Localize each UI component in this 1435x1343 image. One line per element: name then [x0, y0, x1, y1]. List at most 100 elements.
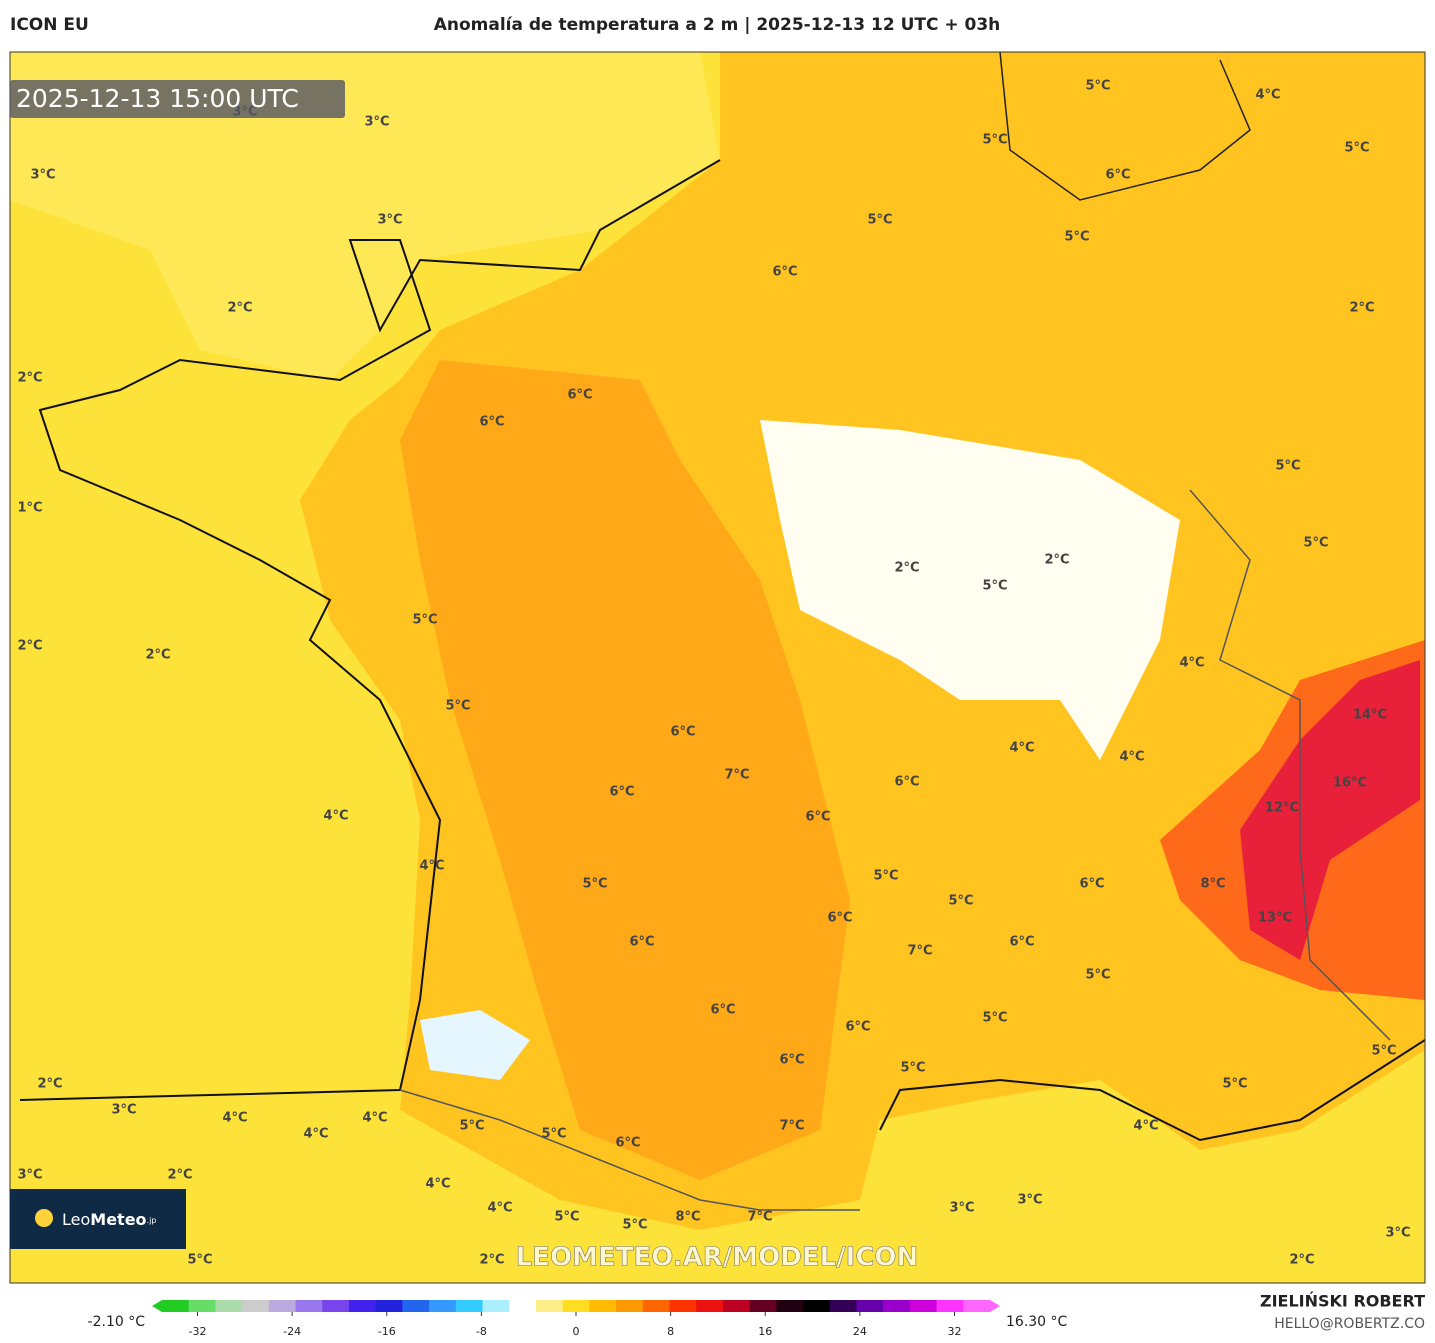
cold-spot: [420, 1010, 530, 1080]
colorbar-tick-label: 16: [758, 1325, 772, 1338]
temperature-label: 7°C: [747, 1210, 772, 1225]
temperature-label: 6°C: [615, 1136, 640, 1151]
colorbar-swatch: [562, 1300, 590, 1312]
temperature-label: 5°C: [541, 1127, 566, 1142]
temperature-label: 3°C: [364, 115, 389, 130]
temperature-label: 5°C: [582, 877, 607, 892]
temperature-label: 2°C: [894, 561, 919, 576]
colorbar-swatch: [482, 1300, 510, 1312]
border: [399, 1089, 860, 1211]
temperature-label: 6°C: [1009, 935, 1034, 950]
colorbar-tick-label: 24: [853, 1325, 867, 1338]
temperature-label: 2°C: [1044, 553, 1069, 568]
temperature-label: 6°C: [609, 785, 634, 800]
colorbar-tick-label: -32: [189, 1325, 207, 1338]
email: HELLO@ROBERTZ.CO: [1274, 1316, 1425, 1332]
model-name: ICON EU: [10, 15, 89, 35]
colorbar-swatch: [162, 1300, 190, 1312]
temperature-label: 6°C: [629, 935, 654, 950]
temperature-label: 5°C: [554, 1210, 579, 1225]
colorbar-swatch: [696, 1300, 724, 1312]
border: [1189, 489, 1391, 1041]
temperature-label: 4°C: [1255, 88, 1280, 103]
temperature-label: 5°C: [900, 1061, 925, 1076]
colorbar-swatch: [669, 1300, 697, 1312]
colorbar-swatch: [936, 1300, 964, 1312]
temperature-label: 2°C: [227, 301, 252, 316]
logo-text: LeoMeteo.jp: [62, 1210, 156, 1229]
temperature-label: 5°C: [1344, 141, 1369, 156]
colorbar-swatch: [909, 1300, 938, 1312]
temperature-label: 5°C: [982, 1011, 1007, 1026]
temperature-label: 4°C: [1133, 1119, 1158, 1134]
colorbar-tick-label: 0: [573, 1325, 580, 1338]
colorbar-swatch: [722, 1300, 751, 1312]
temperature-label: 6°C: [710, 1003, 735, 1018]
temperature-label: 7°C: [907, 944, 932, 959]
temperature-label: 7°C: [779, 1119, 804, 1134]
temperature-label: 13°C: [1258, 911, 1292, 926]
colorbar-swatch: [642, 1300, 670, 1312]
temperature-label: 5°C: [1303, 536, 1328, 551]
colorbar-tick-label: -24: [283, 1325, 301, 1338]
colorbar-swatch: [375, 1300, 403, 1312]
coastline: [19, 159, 721, 1101]
temperature-label: 6°C: [772, 265, 797, 280]
temperature-label: 4°C: [362, 1111, 387, 1126]
colorbar-swatch: [322, 1300, 350, 1312]
colorbar-arrow: [990, 1300, 1000, 1312]
colorbar-swatch: [429, 1300, 457, 1312]
temperature-label: 1°C: [17, 501, 42, 516]
temperature-label: 6°C: [670, 725, 695, 740]
logo-sun: [35, 1209, 53, 1227]
temperature-label: 2°C: [167, 1168, 192, 1183]
colorbar-arrow: [152, 1300, 162, 1312]
border: [999, 52, 1251, 201]
temperature-label: 6°C: [567, 388, 592, 403]
colorbar-swatch: [803, 1300, 831, 1312]
colorbar-swatch: [242, 1300, 270, 1312]
temperature-label: 6°C: [479, 415, 504, 430]
timestamp-box: [10, 80, 345, 118]
temperature-label: 6°C: [827, 911, 852, 926]
temperature-label: 4°C: [222, 1111, 247, 1126]
colorbar-swatch: [535, 1300, 564, 1312]
temperature-label: 3°C: [111, 1103, 136, 1118]
colorbar-swatch: [348, 1300, 377, 1312]
temperature-label: 6°C: [779, 1053, 804, 1068]
colorbar-swatch: [749, 1300, 777, 1312]
temperature-label: 4°C: [425, 1177, 450, 1192]
temperature-label: 4°C: [1179, 656, 1204, 671]
channel-field: [10, 52, 720, 380]
temperature-label: 5°C: [1085, 79, 1110, 94]
temperature-label: 5°C: [1371, 1044, 1396, 1059]
temperature-label: 6°C: [805, 810, 830, 825]
temperature-label: 8°C: [675, 1210, 700, 1225]
cold-field: [760, 420, 1180, 760]
colorbar-swatch: [215, 1300, 243, 1312]
temperature-label: 6°C: [1105, 168, 1130, 183]
temperature-label: 2°C: [17, 371, 42, 386]
colorbar-swatch: [268, 1300, 297, 1312]
colorbar-swatch: [589, 1300, 617, 1312]
temperature-label: 4°C: [323, 809, 348, 824]
temperature-label: 4°C: [419, 859, 444, 874]
temperature-label: 5°C: [622, 1218, 647, 1233]
temperature-label: 4°C: [487, 1201, 512, 1216]
map-frame: [9, 51, 1426, 1284]
temperature-label: 5°C: [873, 869, 898, 884]
temperature-label: 5°C: [459, 1119, 484, 1134]
temperature-label: 2°C: [1289, 1253, 1314, 1268]
colorbar-max: 16.30 °C: [1006, 1314, 1068, 1330]
map: 3°C 3°C 3°C 3°C 2°C 2°C 1°C 2°C 2°C 6°C 6°C 5°C 5°C 4…: [10, 52, 1425, 1283]
colorbar-swatch: [509, 1300, 537, 1312]
temperature-label: 2°C: [17, 639, 42, 654]
temperature-label: 8°C: [1200, 877, 1225, 892]
colorbar-swatch: [829, 1300, 857, 1312]
temperature-label: 12°C: [1265, 801, 1299, 816]
temperature-label: 16°C: [1333, 776, 1367, 791]
temperature-label: 5°C: [948, 894, 973, 909]
temperature-label: 5°C: [412, 613, 437, 628]
colorbar-tick-label: -8: [476, 1325, 487, 1338]
